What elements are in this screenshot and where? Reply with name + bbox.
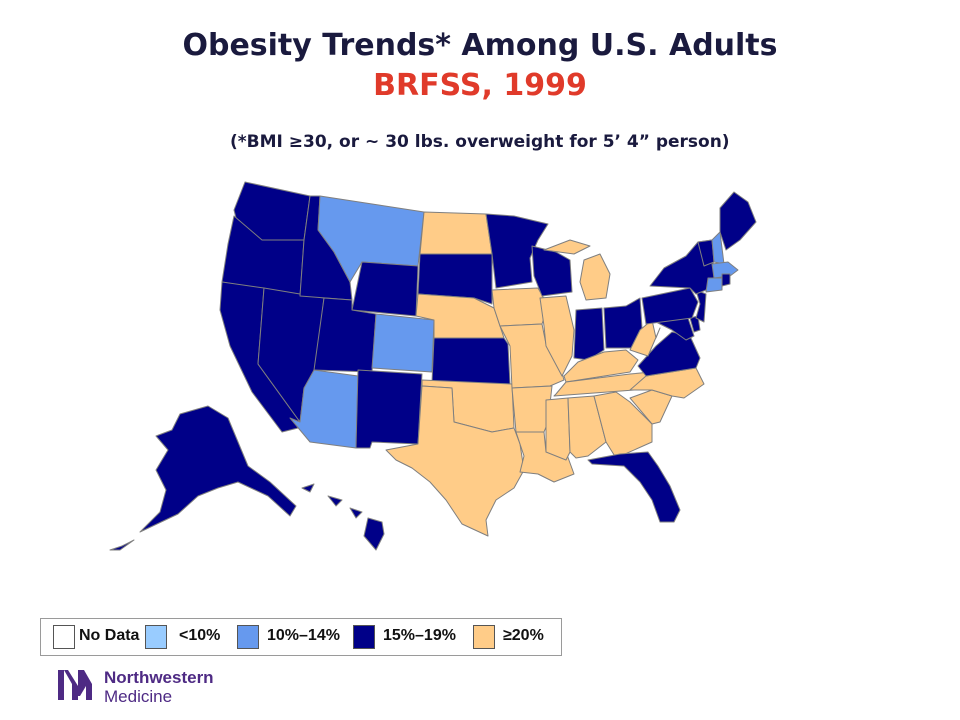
map-title: Obesity Trends* Among U.S. Adults	[182, 28, 778, 63]
state-ga	[593, 391, 653, 459]
map-subtitle: BRFSS, 1999	[373, 68, 587, 103]
state-co	[371, 313, 435, 373]
state-ma	[711, 261, 739, 279]
state-de	[689, 315, 701, 333]
state-mo	[499, 323, 565, 389]
state-sd	[417, 253, 493, 305]
state-ms	[545, 397, 571, 461]
state-ri	[721, 273, 731, 287]
state-ak	[109, 405, 297, 551]
state-in	[573, 307, 605, 361]
us-choropleth-map	[109, 181, 757, 551]
legend-label-10-14: 10%–14%	[267, 627, 340, 644]
state-ia	[491, 287, 549, 327]
state-wy	[351, 261, 419, 317]
state-nm	[355, 369, 423, 449]
legend-swatch-lt10	[145, 625, 167, 649]
bmi-note: (*BMI ≥30, or ~ 30 lbs. overweight for 5…	[230, 132, 730, 152]
state-hi	[301, 483, 385, 551]
legend-swatch-no-data	[53, 625, 75, 649]
state-tx	[385, 385, 525, 537]
legend-swatch-10-14	[237, 625, 259, 649]
state-mn	[485, 213, 549, 289]
state-mi	[543, 239, 611, 301]
legend-swatch-15-19	[353, 625, 375, 649]
state-pa	[641, 287, 699, 325]
state-wv	[629, 319, 661, 357]
state-me	[719, 191, 757, 251]
state-ks	[431, 337, 511, 385]
brand-line-1: Northwestern	[104, 668, 214, 687]
state-va	[637, 331, 701, 377]
legend-swatch-ge20	[473, 625, 495, 649]
state-nj	[695, 289, 707, 323]
legend-label-no-data: No Data	[79, 627, 140, 644]
state-nd	[419, 211, 493, 255]
state-sc	[629, 389, 673, 425]
legend: No Data <10% 10%–14% 15%–19% ≥20%	[40, 618, 562, 656]
legend-label-ge20: ≥20%	[503, 627, 544, 644]
legend-label-lt10: <10%	[179, 627, 221, 644]
state-il	[539, 295, 575, 377]
nm-logo-icon	[58, 670, 92, 700]
state-ct	[705, 277, 723, 293]
state-la	[515, 431, 575, 483]
legend-label-15-19: 15%–19%	[383, 627, 456, 644]
brand-text: Northwestern Medicine	[104, 668, 214, 706]
brand-line-2: Medicine	[104, 687, 173, 706]
state-fl	[587, 451, 681, 523]
